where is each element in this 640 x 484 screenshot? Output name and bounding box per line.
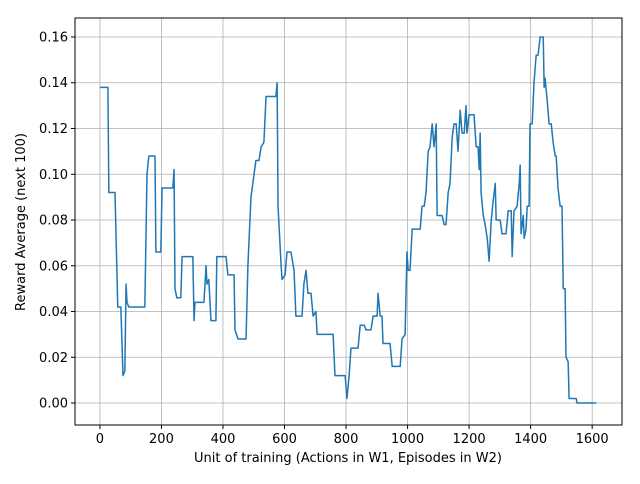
x-tick-label: 1200 [453,432,486,447]
x-tick-label: 1000 [391,432,424,447]
x-tick-label: 1600 [576,432,609,447]
y-tick-label: 0.12 [39,122,68,137]
x-tick-label: 200 [149,432,174,447]
x-tick-label: 400 [211,432,236,447]
data-line [99,36,597,404]
x-tick-label: 0 [96,432,104,447]
y-tick-label: 0.14 [39,76,68,91]
y-tick-label: 0.02 [39,351,68,366]
y-tick-label: 0.10 [39,168,68,183]
y-tick-label: 0.06 [39,259,68,274]
x-tick-label: 600 [272,432,297,447]
axes-frame [74,17,623,426]
x-tick-label: 1400 [514,432,547,447]
y-tick-label: 0.04 [39,305,68,320]
x-axis-label: Unit of training (Actions in W1, Episode… [194,451,502,466]
y-tick-label: 0.16 [39,30,68,45]
y-tick-label: 0.08 [39,214,68,229]
y-axis-label: Reward Average (next 100) [14,133,29,311]
x-tick-label: 800 [334,432,359,447]
y-tick-label: 0.00 [39,397,68,412]
